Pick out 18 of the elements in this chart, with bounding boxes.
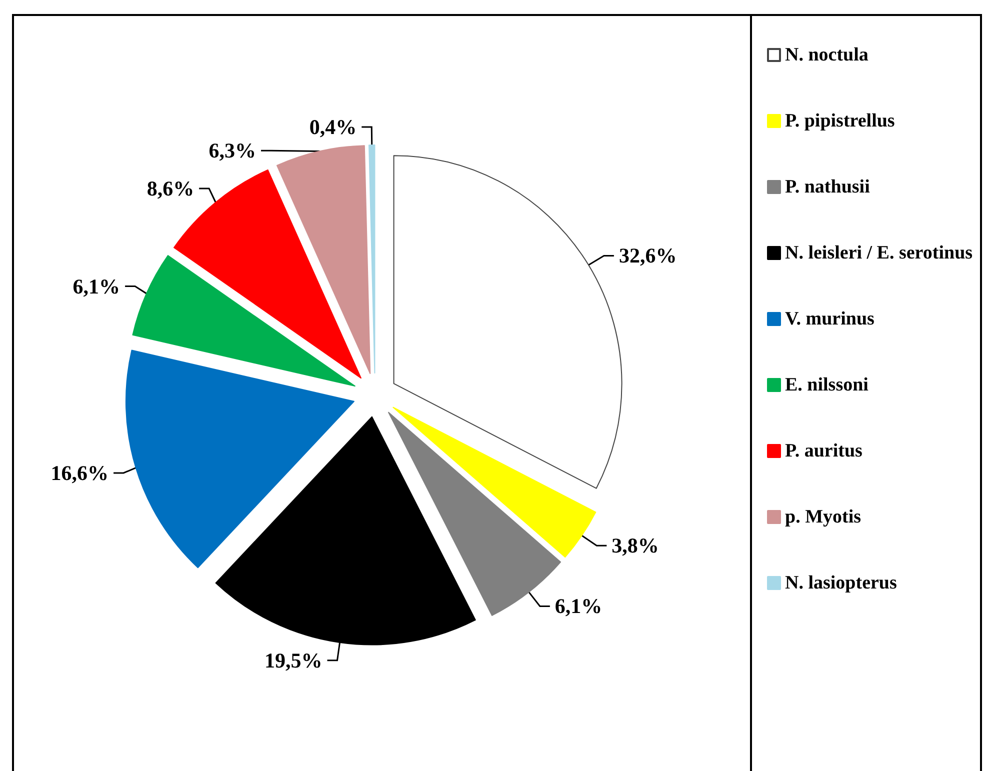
data-label: 6,1% — [72, 274, 120, 298]
legend-label: E. nilssoni — [785, 374, 868, 396]
legend-label: N. noctula — [785, 44, 869, 66]
data-label: 8,6% — [146, 176, 194, 201]
legend-label: N. leisleri / E. serotinus — [785, 242, 973, 264]
data-label: 0,4% — [309, 115, 357, 140]
legend-label: P. nathusii — [785, 176, 870, 198]
data-label: 19,5% — [264, 648, 322, 672]
legend-label: P. auritus — [785, 440, 862, 462]
data-label: 32,6% — [618, 244, 677, 268]
legend-label: p. Myotis — [785, 506, 861, 528]
data-label: 6,3% — [208, 138, 256, 163]
legend-label: N. lasiopterus — [785, 572, 897, 594]
legend-label: P. pipistrellus — [785, 110, 895, 132]
legend-label: V. murinus — [785, 308, 874, 330]
data-label: 6,1% — [554, 594, 602, 618]
data-label: 16,6% — [50, 461, 109, 485]
data-label: 3,8% — [612, 534, 659, 558]
